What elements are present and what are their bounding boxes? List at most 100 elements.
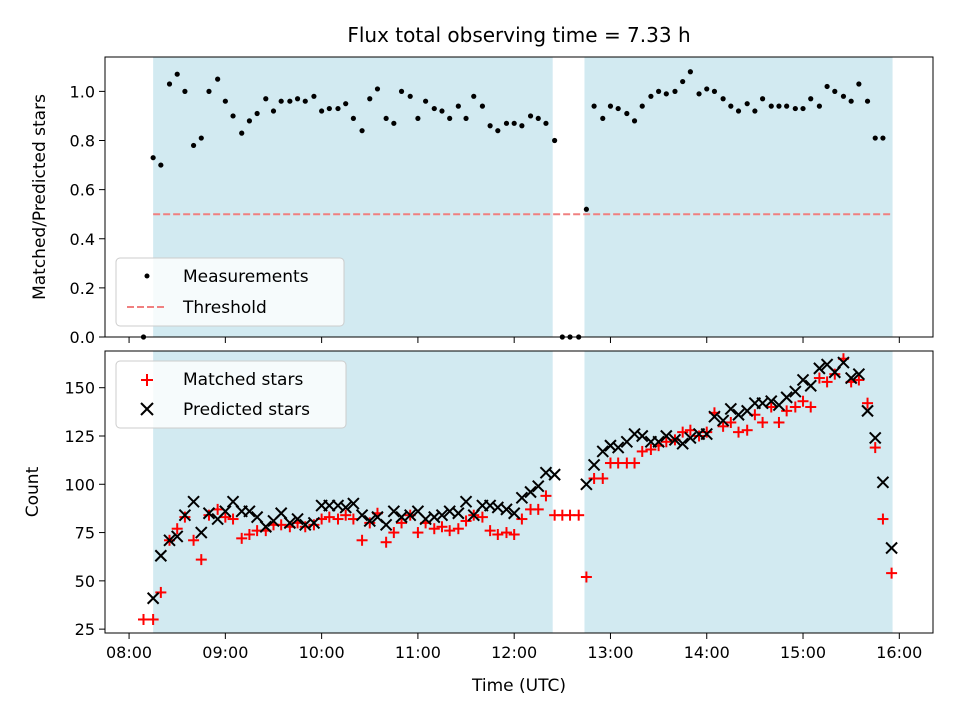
x-tick-label: 10:00 — [299, 643, 345, 662]
measurement-point — [672, 88, 678, 94]
matched-star-point — [460, 515, 472, 527]
counts-legend-box — [115, 360, 347, 429]
predicted-star-point — [219, 505, 232, 518]
matched-star-point — [677, 426, 689, 438]
matched-star-point — [717, 420, 729, 432]
counts-y-axis-label: Count — [23, 466, 43, 517]
predicted-star-point — [852, 367, 866, 381]
legend-measurements-label: Measurements — [183, 267, 309, 287]
predicted-star-point — [483, 499, 497, 512]
predicted-star-point — [331, 499, 345, 512]
measurement-point — [495, 128, 501, 134]
predicted-star-point — [187, 495, 200, 508]
measurement-point — [415, 115, 421, 122]
matched-star-point — [757, 416, 769, 428]
predicted-star-point — [861, 404, 874, 418]
chart-title: Flux total observing time = 7.33 h — [347, 23, 690, 47]
matched-star-point — [243, 528, 255, 540]
predicted-star-point — [716, 414, 730, 427]
predicted-star-point — [844, 371, 858, 385]
predicted-star-point — [403, 508, 417, 522]
predicted-star-point — [532, 479, 545, 493]
measurement-point — [294, 96, 301, 102]
predicted-star-point — [796, 373, 810, 387]
predicted-star-point — [636, 429, 649, 443]
measurement-point — [776, 103, 782, 109]
measurement-point — [663, 91, 669, 97]
measurement-point — [840, 93, 847, 99]
counts-y-tick-label: 125 — [64, 427, 95, 446]
matched-star-point — [396, 517, 408, 529]
legend-predicted-marker — [140, 402, 154, 416]
measurement-point — [607, 103, 614, 109]
predicted-star-point — [435, 508, 449, 522]
measurement-point — [848, 98, 854, 104]
measurement-point — [543, 120, 549, 126]
measurement-point — [198, 135, 204, 141]
matched-star-point — [532, 503, 544, 515]
predicted-star-point — [587, 458, 601, 472]
matched-star-point — [829, 368, 841, 380]
measurement-point — [696, 91, 702, 97]
measurement-point — [302, 98, 308, 104]
predicted-star-point — [347, 497, 360, 510]
matched-star-point — [660, 436, 672, 448]
predicted-star-point — [668, 433, 682, 447]
measurement-point — [816, 103, 822, 109]
measurement-point — [158, 162, 164, 168]
matched-star-point — [428, 523, 440, 535]
matched-star-point — [629, 457, 641, 469]
measurement-point — [624, 110, 630, 117]
measurement-point — [239, 130, 245, 136]
measurement-point — [752, 108, 758, 114]
predicted-star-point — [146, 592, 160, 605]
counts-legend: Matched stars Predicted stars — [115, 360, 347, 429]
matched-star-point — [741, 424, 753, 436]
matched-star-point — [597, 472, 609, 484]
matched-star-point — [155, 586, 167, 598]
measurement-point — [263, 96, 269, 102]
x-tick-label: 13:00 — [587, 643, 633, 662]
measurement-point — [246, 118, 253, 124]
matched-star-point — [380, 536, 392, 548]
matched-star-point — [725, 416, 737, 428]
measurement-point — [174, 71, 180, 77]
measurement-point — [687, 69, 693, 75]
predicted-star-point — [163, 534, 176, 547]
predicted-star-point — [171, 530, 184, 543]
matched-star-point — [188, 534, 200, 546]
measurement-point — [287, 98, 293, 104]
matched-star-point — [444, 525, 456, 537]
measurement-point — [150, 155, 156, 161]
predicted-star-point — [628, 427, 641, 441]
ratio-y-tick-label: 0.6 — [70, 181, 95, 200]
x-tick-label: 14:00 — [684, 643, 730, 662]
predicted-star-point — [154, 549, 168, 562]
measurement-point — [832, 88, 838, 94]
matched-star-point — [500, 527, 512, 539]
x-tick-label: 09:00 — [202, 643, 248, 662]
matched-star-point — [138, 613, 150, 625]
measurement-point — [648, 93, 654, 99]
measurement-point — [711, 88, 718, 94]
predicted-star-point — [724, 402, 738, 416]
measurement-point — [735, 108, 742, 114]
measurement-point — [487, 123, 493, 129]
predicted-star-point — [780, 391, 793, 404]
predicted-star-point — [804, 379, 817, 392]
ratio-y-tick-label: 0.8 — [70, 132, 95, 151]
matched-star-point — [308, 519, 320, 531]
predicted-star-point — [765, 395, 778, 408]
measurement-point — [463, 115, 469, 122]
predicted-star-point — [684, 431, 697, 445]
measurement-point — [439, 108, 445, 114]
predicted-star-point — [202, 507, 216, 520]
predicted-star-point — [700, 427, 713, 441]
measurement-point — [326, 105, 332, 112]
matched-star-point — [636, 445, 648, 457]
measurement-point — [824, 83, 830, 90]
measurement-point — [215, 76, 221, 82]
matched-star-point — [492, 528, 504, 540]
measurement-point — [872, 135, 878, 141]
ratio-y-tick-label: 0.0 — [70, 328, 95, 347]
